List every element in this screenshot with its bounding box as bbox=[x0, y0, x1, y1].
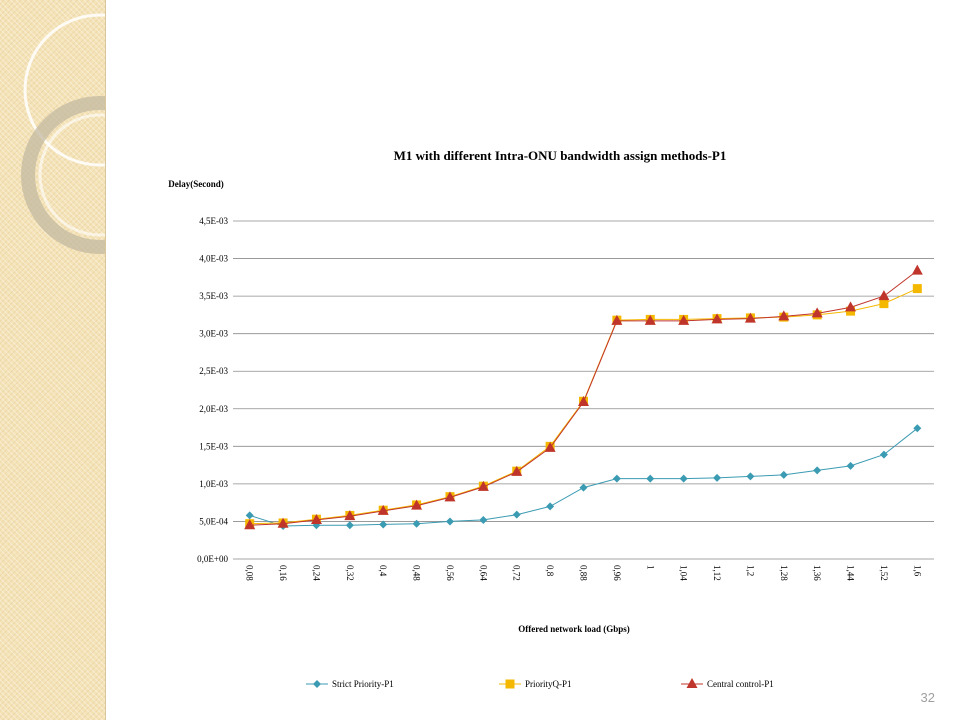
decorative-side-panel bbox=[0, 0, 106, 720]
legend: Strict Priority-P1 PriorityQ-P1 Central co… bbox=[306, 678, 774, 689]
y-tick-label: 2,0E-03 bbox=[199, 404, 228, 414]
data-point bbox=[245, 511, 254, 520]
data-point bbox=[744, 312, 756, 323]
data-point bbox=[778, 310, 790, 321]
data-point bbox=[911, 264, 923, 275]
legend-marker bbox=[505, 679, 515, 689]
series-layer bbox=[244, 264, 923, 530]
y-tick-label: 1,5E-03 bbox=[199, 441, 228, 451]
data-point bbox=[779, 470, 788, 479]
x-tick-label: 1 bbox=[645, 565, 655, 570]
data-point bbox=[479, 515, 488, 524]
x-tick-label: 1,44 bbox=[846, 565, 856, 581]
data-point bbox=[879, 450, 888, 459]
data-point bbox=[379, 520, 388, 529]
x-tick-label: 0,88 bbox=[579, 565, 589, 581]
data-point bbox=[845, 301, 857, 312]
x-tick-label: 0,08 bbox=[245, 565, 255, 581]
legend-item: Strict Priority-P1 bbox=[306, 679, 394, 689]
gridlines bbox=[233, 220, 934, 560]
y-tick-label: 4,0E-03 bbox=[199, 254, 228, 264]
data-point bbox=[678, 314, 690, 325]
x-tick-label: 0,64 bbox=[478, 565, 488, 581]
x-tick-label: 0,8 bbox=[545, 565, 555, 577]
data-point bbox=[578, 396, 589, 407]
x-tick-label: 1,12 bbox=[712, 565, 722, 581]
data-point bbox=[612, 474, 621, 483]
data-point bbox=[277, 517, 289, 528]
data-point bbox=[344, 510, 356, 521]
y-tick-label: 2,5E-03 bbox=[199, 366, 228, 376]
data-point bbox=[511, 465, 523, 476]
x-tick-label: 0,4 bbox=[378, 565, 388, 577]
data-point bbox=[611, 314, 623, 325]
chart-title: M1 with different Intra-ONU bandwidth as… bbox=[394, 148, 727, 163]
data-point bbox=[345, 521, 354, 530]
data-point bbox=[544, 441, 556, 452]
x-tick-label: 1,04 bbox=[679, 565, 689, 581]
data-point bbox=[711, 313, 723, 324]
data-point bbox=[878, 290, 890, 301]
x-tick-labels: 0,08 0,16 0,24 0,32 0,4 0,48 0,56 0,64 0,72 0,8 0,… bbox=[245, 565, 923, 581]
data-point bbox=[411, 499, 423, 510]
data-point bbox=[879, 299, 889, 309]
data-point bbox=[445, 517, 454, 526]
data-point bbox=[377, 504, 389, 515]
y-tick-label: 1,0E-03 bbox=[199, 479, 228, 489]
data-point bbox=[646, 474, 655, 483]
x-tick-label: 1,28 bbox=[779, 565, 789, 581]
legend-label: Central control-P1 bbox=[707, 679, 774, 689]
x-tick-label: 1,2 bbox=[745, 565, 755, 576]
legend-item: Central control-P1 bbox=[681, 678, 774, 689]
data-point bbox=[579, 483, 588, 492]
x-tick-label: 1,52 bbox=[879, 565, 889, 581]
data-point bbox=[310, 513, 322, 524]
legend-marker bbox=[686, 678, 698, 688]
x-tick-label: 0,32 bbox=[345, 565, 355, 581]
data-point bbox=[846, 461, 855, 470]
data-point bbox=[444, 491, 456, 502]
x-tick-label: 0,16 bbox=[278, 565, 288, 581]
x-tick-label: 1,36 bbox=[812, 565, 822, 581]
data-point bbox=[512, 510, 521, 519]
x-axis-title: Offered network load (Gbps) bbox=[518, 624, 630, 634]
data-point bbox=[813, 466, 822, 475]
legend-label: Strict Priority-P1 bbox=[332, 679, 394, 689]
x-tick-label: 1,6 bbox=[912, 565, 922, 577]
data-point bbox=[746, 472, 755, 481]
legend-item: PriorityQ-P1 bbox=[499, 679, 572, 689]
x-tick-label: 0,96 bbox=[612, 565, 622, 581]
data-point bbox=[713, 473, 722, 482]
page-number: 32 bbox=[920, 690, 935, 705]
x-tick-label: 0,56 bbox=[445, 565, 455, 581]
y-axis-title: Delay(Second) bbox=[168, 179, 224, 189]
y-tick-label: 3,5E-03 bbox=[199, 291, 228, 301]
data-point bbox=[244, 519, 256, 530]
x-tick-label: 0,48 bbox=[412, 565, 422, 581]
series-3 bbox=[244, 264, 923, 530]
data-point bbox=[412, 519, 421, 528]
legend-label: PriorityQ-P1 bbox=[525, 679, 572, 689]
y-tick-label: 5,0E-04 bbox=[199, 516, 228, 526]
x-tick-label: 0,24 bbox=[311, 565, 321, 581]
data-point bbox=[912, 284, 922, 294]
y-tick-label: 0,0E+00 bbox=[197, 554, 228, 564]
data-point bbox=[546, 502, 555, 511]
legend-marker bbox=[313, 680, 321, 688]
data-point bbox=[913, 424, 922, 433]
y-tick-label: 4,5E-03 bbox=[199, 216, 228, 226]
y-tick-labels: 0,0E+00 5,0E-04 1,0E-03 1,5E-03 2,0E-03 2,5E-… bbox=[197, 216, 228, 564]
decorative-rings bbox=[21, 13, 105, 254]
y-tick-label: 3,0E-03 bbox=[199, 329, 228, 339]
data-point bbox=[679, 474, 688, 483]
data-point bbox=[477, 480, 489, 491]
data-point bbox=[811, 307, 823, 318]
data-point bbox=[644, 314, 656, 325]
x-tick-label: 0,72 bbox=[512, 565, 522, 581]
